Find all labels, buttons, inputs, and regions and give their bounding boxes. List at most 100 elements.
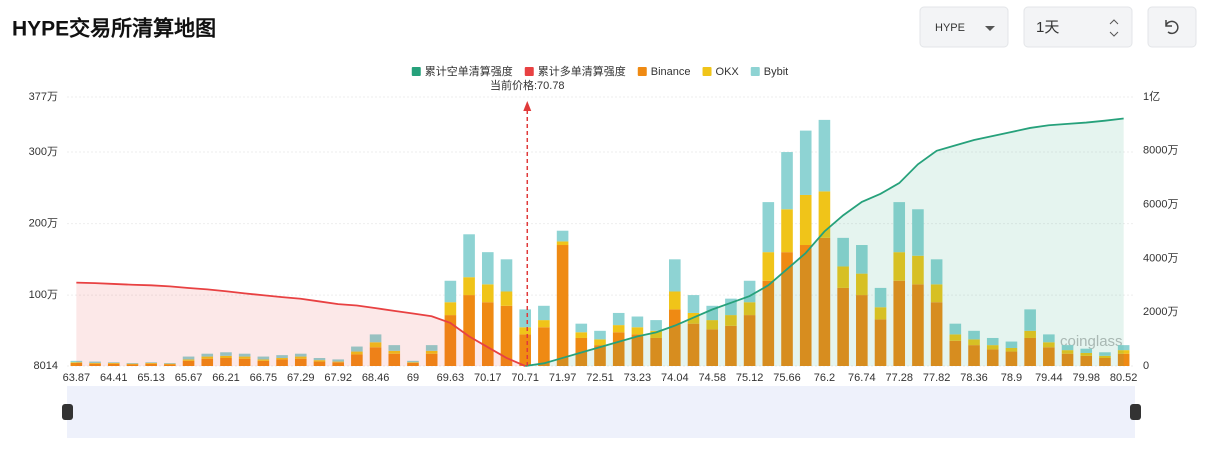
bar-segment <box>874 287 887 308</box>
bar-segment <box>818 237 831 366</box>
current-price-arrow <box>523 101 532 111</box>
bar-segment <box>238 356 251 359</box>
bar-segment <box>276 355 288 358</box>
x-tick-label: 65.13 <box>137 372 165 384</box>
bar-segment <box>949 334 962 341</box>
bar-segment <box>669 309 681 366</box>
zoom-slider[interactable] <box>67 386 1135 438</box>
bar-segment <box>369 334 382 343</box>
bar-segment <box>444 302 457 316</box>
symbol-label: HYPE <box>935 22 965 34</box>
x-tick-label: 78.36 <box>960 372 988 384</box>
bar-segment <box>762 202 775 253</box>
y-tick-label: 300万 <box>29 146 58 158</box>
x-tick-label: 64.41 <box>100 372 128 384</box>
bar-segment <box>575 332 588 338</box>
bar-segment <box>856 273 868 296</box>
y2-tick-label: 4000万 <box>1143 252 1178 264</box>
bar-segment <box>743 315 756 366</box>
legend-swatch <box>524 67 534 76</box>
bar-segment <box>538 305 550 321</box>
x-tick-label: 63.87 <box>63 372 91 384</box>
bar-segment <box>500 305 513 366</box>
bar-segment <box>1061 345 1074 351</box>
legend-label: OKX <box>716 66 740 78</box>
x-tick-label: 80.52 <box>1110 372 1138 384</box>
bar-segment <box>594 330 606 340</box>
bar-segment <box>968 330 980 340</box>
bar-segment <box>201 353 214 357</box>
y2-tick-label: 1亿 <box>1143 90 1160 103</box>
bar-segment <box>1005 341 1018 348</box>
bar-segment <box>500 259 513 292</box>
bar-segment <box>1117 345 1130 351</box>
bar-segment <box>182 359 195 361</box>
bar-segment <box>874 319 887 366</box>
legend: 累计空单清算强度 累计多单清算强度 Binance OKX Bybit <box>411 64 788 78</box>
x-tick-label: 72.51 <box>586 372 614 384</box>
legend-label: 累计空单清算强度 <box>425 64 513 78</box>
y2-tick-label: 8000万 <box>1143 145 1178 157</box>
bar-segment <box>313 360 326 362</box>
bar-segment <box>481 302 494 366</box>
slider-handle-left[interactable] <box>62 404 73 420</box>
spinner-icon <box>1109 19 1119 37</box>
bar-segment <box>145 363 157 366</box>
bar-segment <box>912 284 924 366</box>
x-tick-label: 69.63 <box>437 372 465 384</box>
bar-segment <box>930 284 943 303</box>
bar-segment <box>725 325 737 366</box>
bar-segment <box>650 337 662 366</box>
bar-segment <box>650 330 662 338</box>
legend-swatch <box>411 67 421 76</box>
bar-segment <box>444 315 457 366</box>
bar-segment <box>1061 350 1074 354</box>
x-tick-label: 71.97 <box>549 372 577 384</box>
bar-segment <box>968 345 980 366</box>
slider-handle-right[interactable] <box>1130 404 1141 420</box>
bar-segment <box>837 266 849 288</box>
bar-segment <box>89 363 101 366</box>
bar-segment <box>70 362 83 363</box>
y2-tick-label: 0 <box>1143 360 1149 372</box>
bar-segment <box>201 356 214 359</box>
bar-segment <box>669 259 681 292</box>
x-tick-label: 70.17 <box>474 372 502 384</box>
bar-segment <box>220 355 232 358</box>
bar-segment <box>631 327 644 335</box>
bar-segment <box>594 339 606 346</box>
bar-segment <box>238 358 251 366</box>
bar-segment <box>425 345 438 351</box>
bar-segment <box>612 332 625 366</box>
bar-segment <box>89 361 101 363</box>
bar-segment <box>519 309 531 328</box>
symbol-select[interactable] <box>919 6 1009 48</box>
bar-segment <box>818 191 831 238</box>
period-select[interactable] <box>1023 6 1133 48</box>
bar-segment <box>70 360 83 363</box>
x-tick-label: 66.75 <box>250 372 278 384</box>
bar-segment <box>220 352 232 356</box>
bar-segment <box>463 234 475 278</box>
bar-segment <box>594 345 606 366</box>
bar-segment <box>1117 353 1130 366</box>
y-tick-label: 8014 <box>34 360 58 372</box>
bar-segment <box>538 327 550 366</box>
bar-segment <box>912 255 924 285</box>
bar-segment <box>276 357 288 360</box>
y2-tick-label: 6000万 <box>1143 199 1178 211</box>
y-tick-label: 200万 <box>29 217 58 229</box>
refresh-button[interactable] <box>1147 6 1197 48</box>
bar-segment <box>706 329 719 366</box>
x-tick-label: 77.82 <box>923 372 951 384</box>
bar-segment <box>1024 337 1036 366</box>
bar-segment <box>369 347 382 366</box>
bar-segment <box>201 358 214 366</box>
bar-segment <box>519 334 531 366</box>
bar-segment <box>556 230 569 242</box>
bar-segment <box>799 245 812 366</box>
bar-segment <box>332 362 344 366</box>
bar-segment <box>949 323 962 335</box>
